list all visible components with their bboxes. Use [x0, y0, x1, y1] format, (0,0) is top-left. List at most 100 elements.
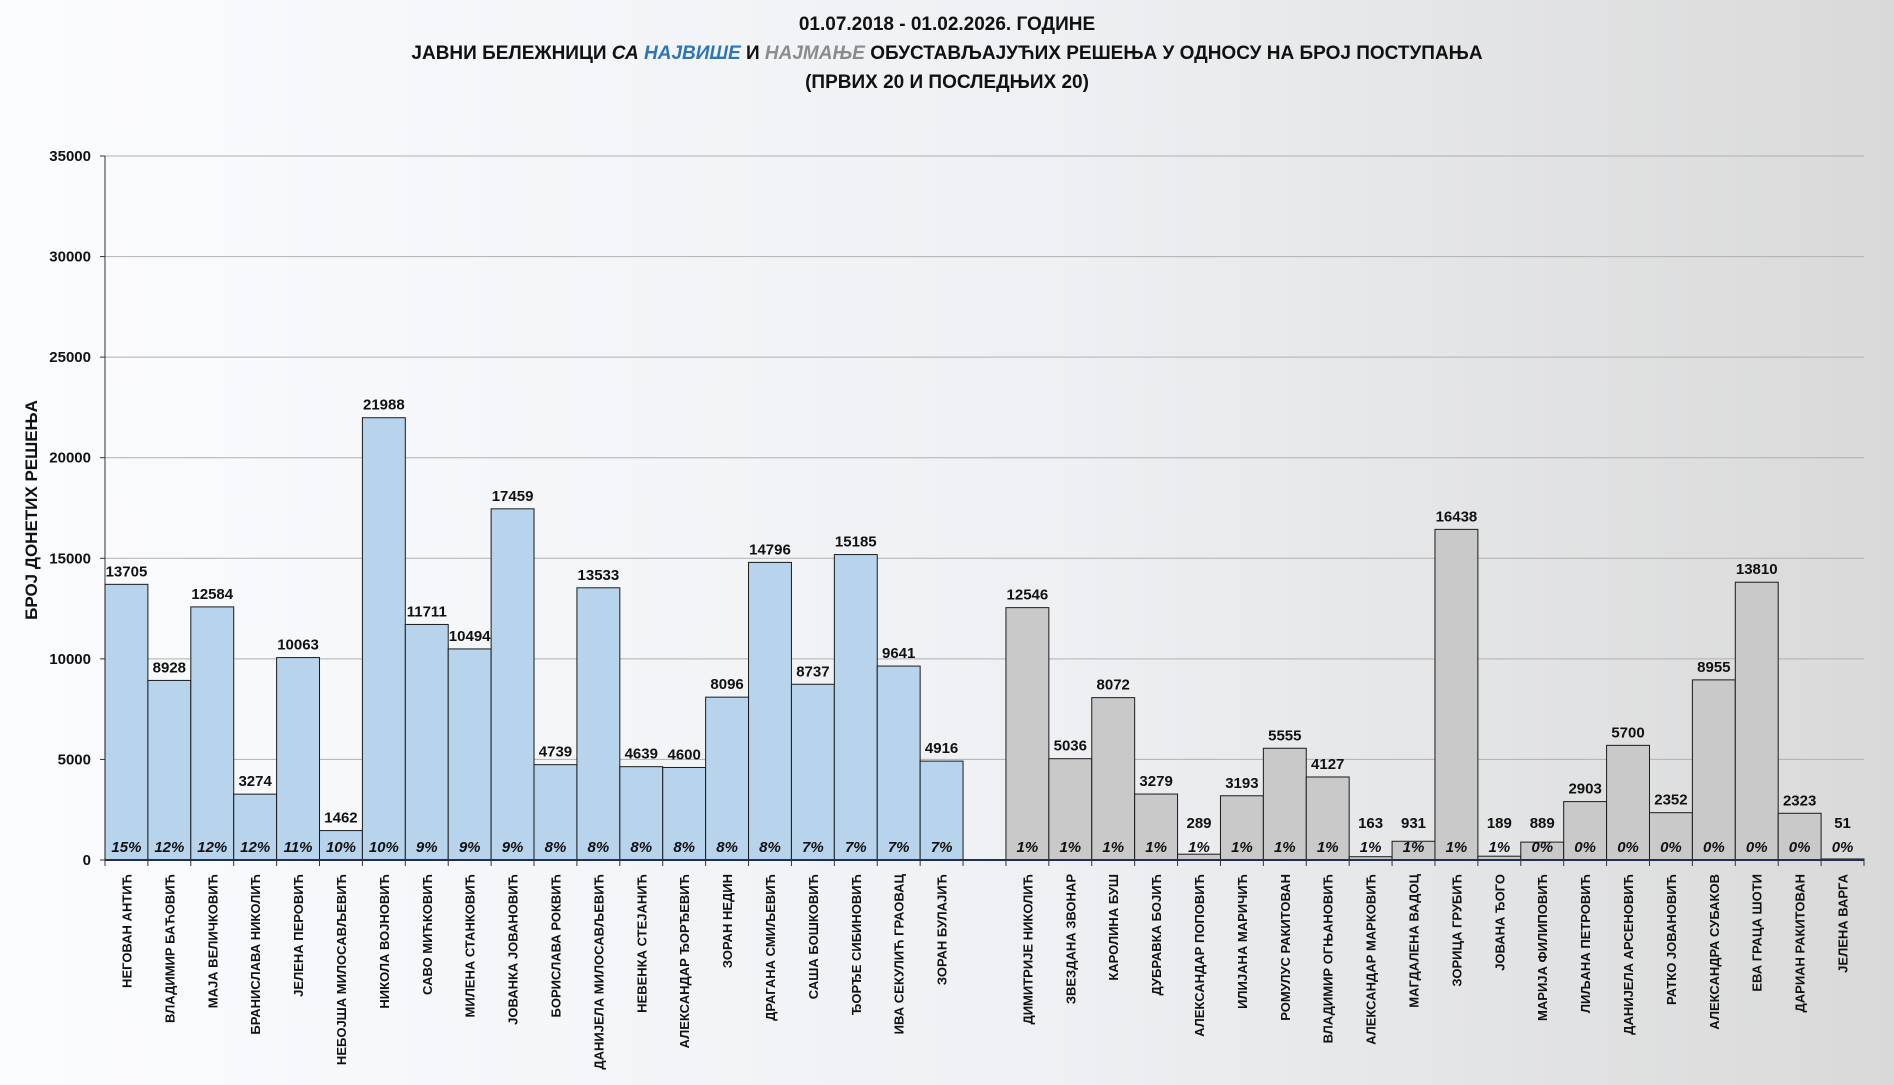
chart-title: 01.07.2018 - 01.02.2026. ГОДИНЕ ЈАВНИ БЕ…	[0, 10, 1894, 97]
data-label: 3193	[1225, 775, 1258, 792]
data-label: 2903	[1568, 781, 1601, 798]
x-tick-label: ДРАГАНА СМИЉЕВИЋ	[763, 874, 778, 1021]
data-label: 189	[1487, 815, 1512, 832]
percent-label: 7%	[802, 839, 824, 856]
data-label: 1462	[324, 810, 357, 827]
data-label: 3279	[1139, 773, 1172, 790]
percent-label: 9%	[459, 839, 481, 856]
bar	[1563, 801, 1608, 861]
title-subtitle: (ПРВИХ 20 И ПОСЛЕДЊИХ 20)	[805, 72, 1089, 93]
data-label: 8928	[153, 659, 186, 676]
x-tick-label: РАТКО ЈОВАНОВИЋ	[1664, 874, 1679, 1005]
percent-label: 1%	[1274, 839, 1296, 856]
percent-label: 8%	[716, 839, 738, 856]
data-label: 8072	[1097, 677, 1130, 694]
percent-label: 7%	[888, 839, 910, 856]
x-tick-label: ДАНИЈЕЛА МИЛОСАВЉЕВИЋ	[591, 874, 606, 1070]
data-label: 13705	[106, 563, 148, 580]
percent-label: 15%	[111, 839, 141, 856]
percent-label: 0%	[1574, 839, 1596, 856]
percent-label: 0%	[1789, 839, 1811, 856]
data-label: 4600	[667, 746, 700, 763]
data-label: 9641	[882, 645, 915, 662]
y-tick-label: 35000	[49, 148, 91, 165]
data-label: 3274	[238, 773, 272, 790]
data-label: 15185	[835, 534, 877, 551]
bar	[576, 587, 621, 861]
data-label: 5700	[1611, 724, 1644, 741]
x-tick-label: НИКОЛА ВОЈНОВИЋ	[377, 874, 392, 1009]
bar	[190, 606, 235, 861]
percent-label: 12%	[154, 839, 184, 856]
title-main: ЈАВНИ БЕЛЕЖНИЦИ СА НАЈВИШЕ И НАЈМАЊЕ ОБУ…	[0, 39, 1894, 68]
percent-label: 1%	[1231, 839, 1253, 856]
title-part: ЈАВНИ БЕЛЕЖНИЦИ	[411, 43, 612, 64]
data-label: 4916	[925, 740, 958, 757]
percent-label: 1%	[1017, 839, 1039, 856]
x-tick-label: НЕБОЈША МИЛОСАВЉЕВИЋ	[334, 874, 349, 1065]
title-least: НАЈМАЊЕ	[764, 43, 865, 64]
percent-label: 1%	[1188, 839, 1210, 856]
bar	[1091, 697, 1136, 861]
x-tick-label: АЛЕКСАНДАР ПОПОВИЋ	[1192, 874, 1207, 1037]
bar	[447, 648, 492, 861]
bar	[833, 554, 878, 861]
y-tick-label: 0	[83, 852, 91, 869]
percent-label: 1%	[1403, 839, 1425, 856]
data-label: 163	[1358, 815, 1383, 832]
y-axis-label: БРОЈ ДОНЕТИХ РЕШЕЊА	[22, 400, 41, 620]
title-part: СА	[611, 43, 645, 64]
bar	[361, 417, 406, 861]
percent-label: 0%	[1703, 839, 1725, 856]
y-tick-label: 5000	[58, 751, 91, 768]
data-label: 13810	[1736, 561, 1778, 578]
x-tick-label: ЛИЉАНА ПЕТРОВИЋ	[1578, 874, 1593, 1013]
percent-label: 9%	[416, 839, 438, 856]
x-tick-label: САША БОШКОВИЋ	[806, 874, 821, 999]
x-tick-label: ВЛАДИМИР БАЋОВИЋ	[162, 874, 177, 1023]
x-tick-label: ИВА СЕКУЛИЋ ГРАОВАЦ	[892, 874, 907, 1035]
title-most: НАЈВИШЕ	[644, 43, 741, 64]
x-tick-label: ДАРИАН РАКИТОВАН	[1793, 874, 1808, 1013]
x-tick-label: ЗОРИЦА ГРУБИЋ	[1449, 874, 1464, 987]
bar	[533, 764, 578, 861]
percent-label: 1%	[1059, 839, 1081, 856]
x-tick-label: АЛЕКСАНДАР МАРКОВИЋ	[1364, 874, 1379, 1045]
data-label: 16438	[1436, 508, 1478, 525]
x-tick-label: МАГДАЛЕНА ВАДОЦ	[1407, 873, 1422, 1007]
y-tick-label: 30000	[49, 249, 91, 266]
bar	[1305, 776, 1350, 861]
percent-label: 1%	[1446, 839, 1468, 856]
x-tick-label: ЈЕЛЕНА ПЕРОВИЋ	[291, 874, 306, 997]
bar	[705, 696, 750, 861]
bar	[1262, 747, 1307, 861]
percent-label: 11%	[284, 839, 313, 856]
x-tick-label: БОРИСЛАВА РОКВИЋ	[548, 874, 563, 1017]
bar	[662, 766, 707, 861]
data-label: 8737	[796, 663, 829, 680]
bar	[490, 508, 535, 861]
x-tick-label: ДИМИТРИЈЕ НИКОЛИЋ	[1020, 874, 1035, 1025]
bar	[1606, 744, 1650, 861]
bar	[104, 583, 149, 861]
x-tick-label: ЂОРЂЕ СИБИНОВИЋ	[849, 874, 864, 1015]
percent-label: 0%	[1531, 839, 1553, 856]
bar	[1048, 758, 1093, 861]
percent-label: 0%	[1617, 839, 1639, 856]
bar	[1434, 528, 1479, 861]
y-tick-label: 20000	[49, 450, 91, 467]
data-label: 2352	[1654, 792, 1687, 809]
percent-label: 7%	[931, 839, 953, 856]
x-tick-label: АЛЕКСАНДАР ЂОРЂЕВИЋ	[677, 874, 692, 1048]
x-tick-label: ВЛАДИМИР ОГЊАНОВИЋ	[1321, 874, 1336, 1043]
data-label: 8955	[1697, 659, 1730, 676]
data-label: 5555	[1268, 727, 1301, 744]
bar	[1777, 812, 1822, 861]
percent-label: 7%	[845, 839, 867, 856]
title-part: И	[740, 43, 765, 64]
percent-label: 0%	[1832, 839, 1854, 856]
percent-label: 10%	[326, 839, 356, 856]
bar	[1734, 581, 1779, 861]
data-label: 4127	[1311, 756, 1344, 773]
data-label: 11711	[407, 603, 447, 620]
